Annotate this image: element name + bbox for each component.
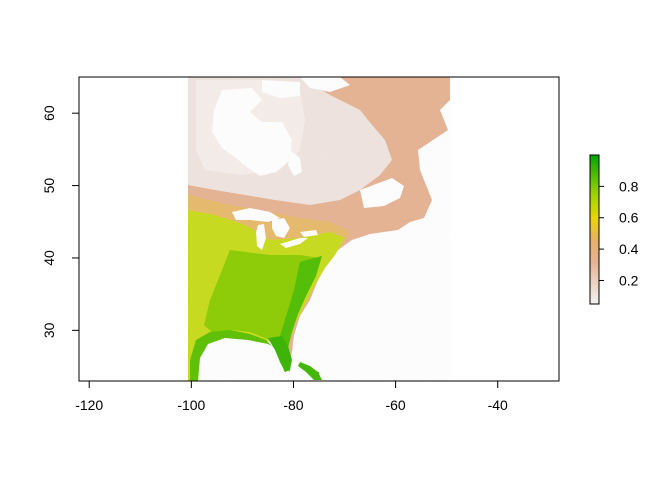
y-tick-label: 30 [41, 322, 57, 338]
y-tick-label: 60 [41, 105, 57, 121]
legend-tick-label: 0.4 [619, 241, 639, 257]
suitability-raster [188, 77, 450, 381]
x-tick-label: -120 [75, 397, 103, 413]
x-tick-label: -100 [177, 397, 205, 413]
y-tick-label: 50 [41, 178, 57, 194]
legend-tick-label: 0.6 [619, 210, 639, 226]
legend-tick-label: 0.2 [619, 272, 639, 288]
legend: 0.2 0.4 0.6 0.8 [589, 154, 639, 305]
legend-tick-label: 0.8 [619, 178, 639, 194]
raster-grain [188, 77, 450, 381]
x-tick-label: -60 [385, 397, 405, 413]
x-tick-label: -40 [488, 397, 508, 413]
y-axis: 30 40 50 60 [41, 105, 80, 338]
x-axis: -120 -100 -80 -60 -40 [75, 380, 508, 413]
legend-colorbar [589, 154, 600, 305]
y-tick-label: 40 [41, 250, 57, 266]
x-tick-label: -80 [283, 397, 303, 413]
